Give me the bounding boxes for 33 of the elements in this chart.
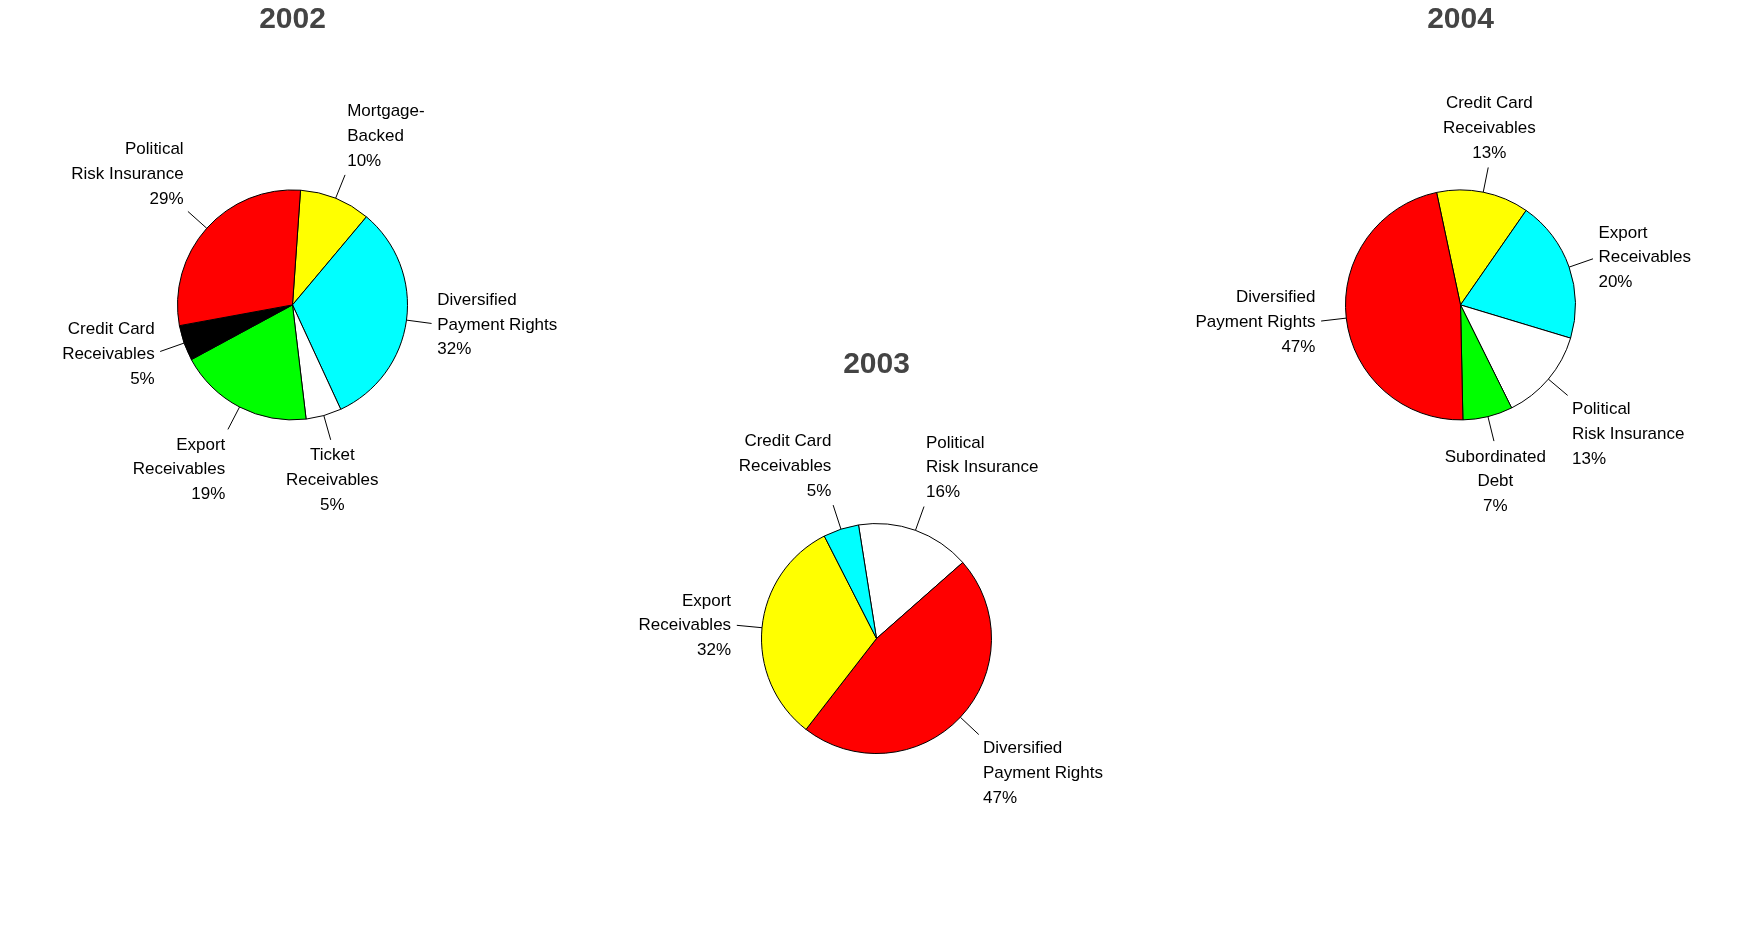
slice-label: Subordinated Debt xyxy=(1444,446,1546,491)
slice-label: Export Receivables xyxy=(1598,222,1692,267)
slice-label: Political Risk Insurance xyxy=(71,139,184,183)
data-label: 13% xyxy=(1572,448,1607,468)
slice-label: Diversified Payment Rights xyxy=(982,738,1103,783)
data-label: 19% xyxy=(191,483,226,503)
data-label: 16% xyxy=(925,482,960,502)
slice-label: Ticket Receivables xyxy=(285,445,379,490)
slice-label: Diversified Payment Rights xyxy=(437,290,558,334)
chart-title: 2003 xyxy=(843,345,910,379)
slice-label: Political Risk Insurance xyxy=(925,432,1039,477)
slice-label: Diversified Payment Rights xyxy=(1195,287,1316,332)
data-label: 32% xyxy=(697,639,732,659)
slice-label: Political Risk Insurance xyxy=(1572,399,1685,443)
slice-label: Mortgage- Backed xyxy=(347,101,425,145)
data-label: 5% xyxy=(130,368,155,388)
data-label: 7% xyxy=(1483,496,1508,516)
slice-label: Credit Card Receivables xyxy=(738,431,832,475)
data-label: 5% xyxy=(319,494,345,514)
data-label: 10% xyxy=(347,150,382,170)
chart-title: 2002 xyxy=(259,0,326,34)
slice-label: Export Receivables xyxy=(638,590,732,635)
data-label: 5% xyxy=(806,480,832,500)
data-label: 47% xyxy=(982,787,1017,807)
data-label: 20% xyxy=(1598,272,1633,292)
data-label: 47% xyxy=(1281,336,1316,356)
data-label: 29% xyxy=(149,188,184,208)
slice-label: Credit Card Receivables xyxy=(62,319,155,363)
chart-title: 2004 xyxy=(1427,0,1495,34)
slice-label: Export Receivables xyxy=(132,434,226,479)
data-label: 32% xyxy=(437,339,472,359)
slice-label: Credit Card Receivables xyxy=(1443,93,1536,138)
data-label: 13% xyxy=(1472,142,1507,162)
